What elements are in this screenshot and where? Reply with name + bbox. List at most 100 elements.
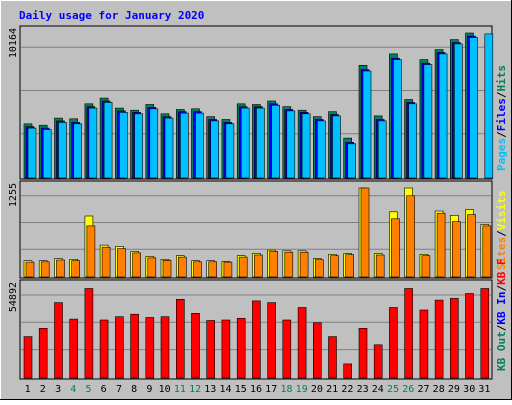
bar-pages-day-27 (423, 64, 433, 179)
bar-kb-f-day-27 (419, 309, 429, 379)
bar-sites-day-1 (25, 261, 35, 278)
series-legend: KB Out/KB In/KB F (495, 258, 508, 371)
panel-3: 54892 KB Out/KB In/KB F (8, 258, 508, 380)
bar-kb-f-day-10 (160, 316, 170, 379)
day-label-19: 19 (296, 384, 308, 395)
legend-entry: Files (495, 98, 508, 131)
bar-pages-day-22 (347, 143, 357, 179)
bar-sites-day-29 (451, 221, 461, 278)
day-label-31: 31 (478, 384, 490, 395)
bar-kb-f-day-16 (252, 300, 261, 379)
day-label-3: 3 (55, 384, 61, 395)
bar-kb-f-day-5 (84, 288, 94, 379)
bar-pages-day-7 (119, 112, 128, 179)
bar-pages-day-26 (408, 103, 417, 179)
bar-kb-f-day-25 (389, 307, 398, 379)
bar-pages-day-20 (316, 120, 326, 179)
bar-pages-day-30 (469, 37, 478, 179)
bar-sites-day-28 (436, 212, 446, 278)
bar-kb-f-day-19 (297, 307, 307, 379)
bar-sites-day-31 (482, 225, 492, 278)
bar-kb-f-day-17 (267, 302, 276, 379)
bar-kb-f-day-22 (343, 363, 353, 379)
bar-pages-day-13 (210, 120, 219, 179)
day-label-26: 26 (402, 384, 414, 395)
bar-pages-day-16 (256, 107, 265, 179)
bar-sites-day-9 (147, 257, 157, 278)
bar-kb-f-day-30 (465, 293, 474, 379)
bar-sites-day-4 (71, 260, 80, 278)
bar-kb-f-day-24 (373, 344, 383, 379)
bar-sites-day-21 (330, 255, 339, 278)
legend-entry: Pages (495, 138, 508, 171)
bar-pages-day-14 (225, 123, 235, 179)
bar-sites-day-12 (193, 261, 202, 278)
bar-sites-day-25 (391, 218, 400, 278)
day-label-5: 5 (85, 384, 91, 395)
bar-sites-day-24 (375, 254, 385, 278)
day-label-1: 1 (25, 384, 31, 395)
y-max-label: 54892 (8, 282, 19, 312)
bar-sites-day-18 (284, 251, 294, 278)
bar-kb-f-day-8 (130, 313, 139, 379)
bar-sites-day-30 (467, 214, 476, 278)
bar-kb-f-day-23 (358, 327, 368, 379)
legend-entry: KB F (495, 258, 508, 285)
day-label-6: 6 (101, 384, 107, 395)
bar-pages-day-31 (484, 33, 494, 179)
bar-pages-day-10 (164, 117, 174, 179)
day-label-23: 23 (357, 384, 369, 395)
bar-pages-day-1 (27, 127, 37, 179)
legend-entry: KB In (495, 292, 508, 325)
bar-kb-f-day-20 (312, 322, 322, 379)
bar-kb-f-day-7 (115, 316, 124, 379)
bar-kb-f-day-28 (434, 299, 444, 379)
legend-entry: Sites (495, 237, 508, 270)
bar-kb-f-day-9 (145, 317, 155, 379)
legend-entry: / (495, 285, 508, 292)
day-label-22: 22 (341, 384, 353, 395)
day-label-29: 29 (448, 384, 460, 395)
bar-sites-day-8 (132, 252, 141, 278)
day-label-24: 24 (372, 384, 384, 395)
bar-pages-day-21 (332, 115, 341, 179)
legend-entry: / (495, 131, 508, 138)
bar-kb-f-day-4 (69, 318, 78, 379)
legend-entry: / (495, 230, 508, 237)
bar-sites-day-6 (101, 246, 111, 278)
bar-sites-day-17 (269, 251, 278, 278)
bar-pages-day-25 (393, 59, 402, 179)
bar-pages-day-3 (58, 122, 67, 179)
day-label-2: 2 (40, 384, 46, 395)
bar-pages-day-19 (301, 113, 311, 179)
day-label-14: 14 (219, 384, 231, 395)
bar-sites-day-23 (360, 187, 370, 278)
day-label-27: 27 (417, 384, 429, 395)
bar-sites-day-13 (208, 261, 217, 278)
chart-panels: 10164Pages/Files/Hits1255Sites/Visits548… (8, 25, 508, 380)
bar-kb-f-day-3 (54, 302, 63, 379)
bar-kb-f-day-12 (191, 312, 200, 379)
day-label-16: 16 (250, 384, 262, 395)
bar-pages-day-9 (149, 108, 159, 179)
bar-pages-day-28 (438, 53, 448, 179)
day-label-10: 10 (159, 384, 171, 395)
chart-title: Daily usage for January 2020 (19, 9, 204, 22)
bar-pages-day-11 (180, 112, 189, 179)
bar-pages-day-18 (286, 110, 296, 179)
bar-sites-day-7 (117, 248, 126, 278)
bar-sites-day-14 (223, 261, 233, 278)
day-label-9: 9 (146, 384, 152, 395)
bar-kb-f-day-1 (23, 336, 33, 379)
day-label-25: 25 (387, 384, 399, 395)
series-legend: Sites/Visits (495, 191, 508, 271)
bar-sites-day-10 (162, 259, 172, 278)
bar-sites-day-15 (238, 256, 248, 278)
bar-pages-day-8 (134, 113, 143, 179)
bar-kb-f-day-18 (282, 319, 292, 379)
bar-pages-day-2 (42, 129, 52, 179)
legend-entry: Hits (495, 65, 508, 92)
bar-kb-f-day-26 (404, 288, 413, 379)
